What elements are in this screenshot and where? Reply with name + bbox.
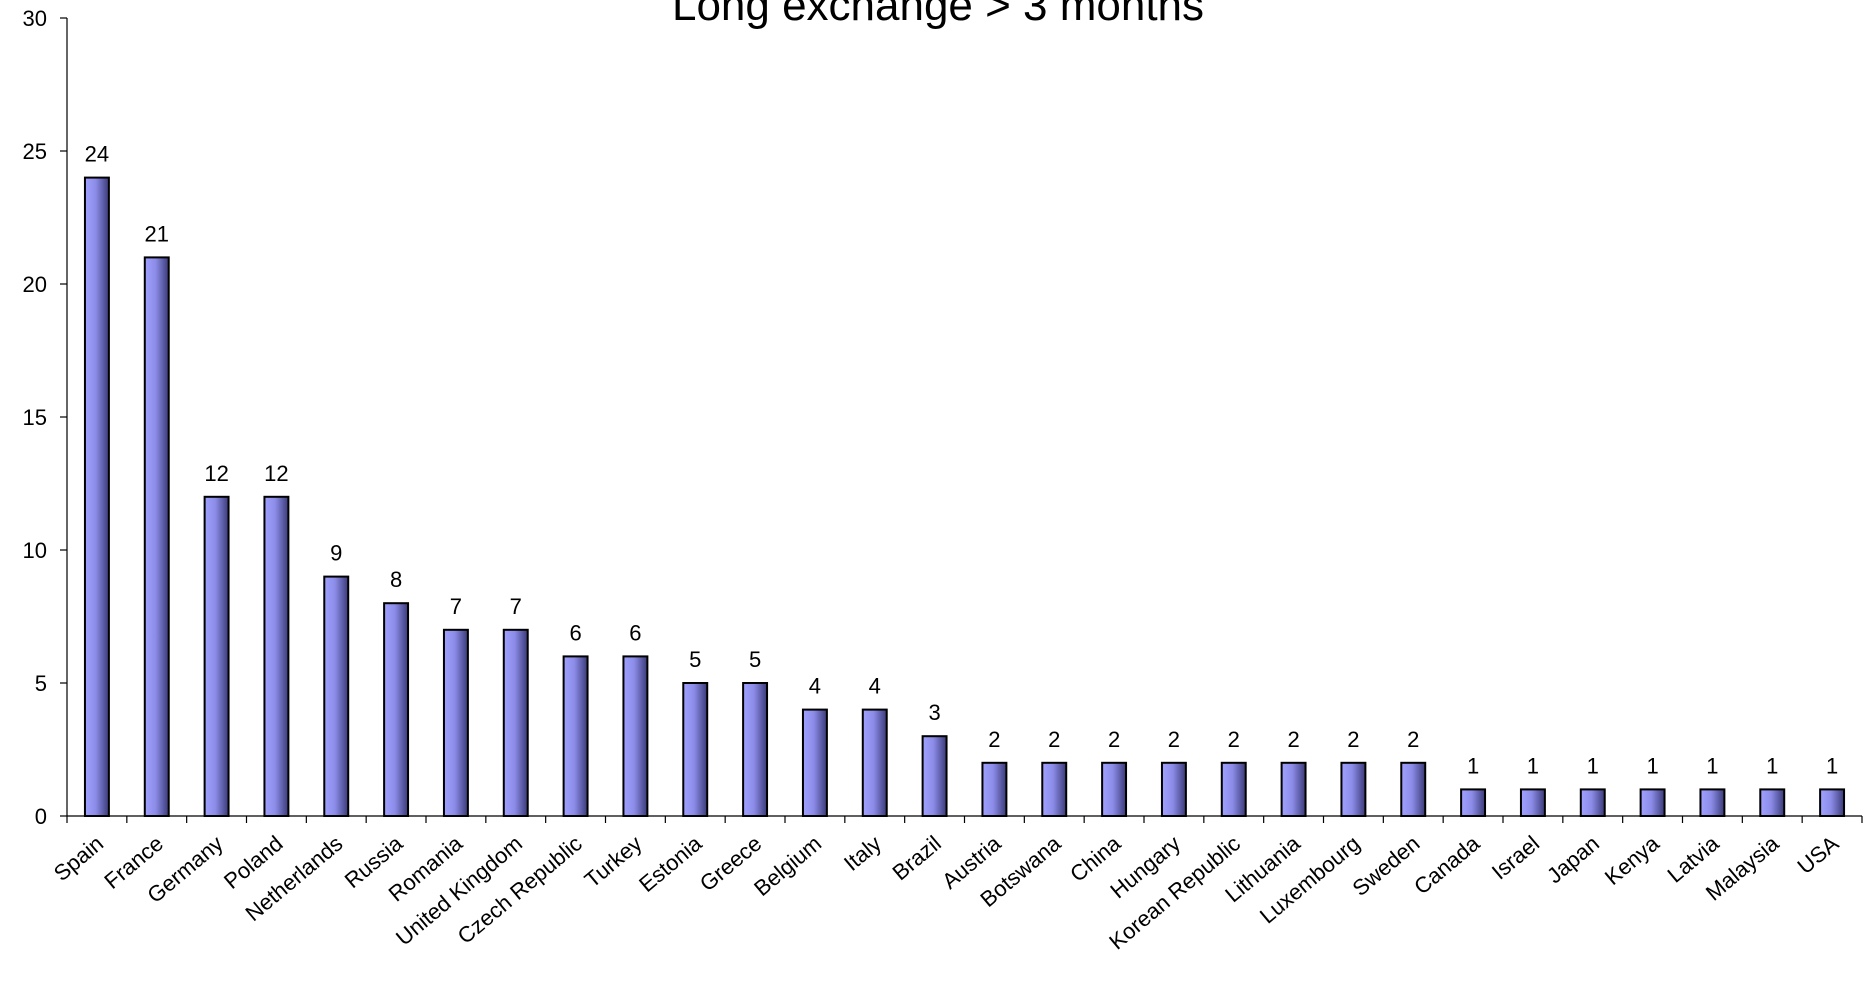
bar [742,682,769,817]
bar [1519,788,1546,818]
data-label: 3 [928,700,940,725]
x-tick-label: Spain [49,831,108,886]
data-label: 12 [204,461,228,486]
bar [801,708,828,817]
data-label: 1 [1826,753,1838,778]
bar [1101,761,1128,817]
data-label: 7 [510,594,522,619]
bar [1699,788,1726,818]
data-label: 4 [869,674,881,699]
bar [323,575,350,817]
y-tick-label: 5 [35,671,47,696]
bar [1819,788,1846,818]
bar [203,495,230,817]
y-tick-label: 30 [23,6,47,31]
bar [562,655,589,818]
data-label: 8 [390,567,402,592]
x-tick-label: Sweden [1347,831,1424,901]
data-label: 7 [450,594,462,619]
bar [502,628,529,817]
x-tick-label: Turkey [580,831,647,893]
bar [1340,761,1367,817]
data-label: 1 [1706,753,1718,778]
bar [921,735,948,818]
bar [1579,788,1606,818]
data-label: 5 [749,647,761,672]
y-tick-label: 0 [35,804,47,829]
bar [83,176,110,818]
x-tick-label: Estonia [634,830,707,897]
data-label: 2 [1168,727,1180,752]
data-label: 1 [1646,753,1658,778]
x-tick-label: Israel [1487,831,1544,885]
bars [83,176,1846,818]
y-tick-label: 25 [23,139,47,164]
bar [442,628,469,817]
data-label: 12 [264,461,288,486]
bar [1160,761,1187,817]
data-label: 1 [1467,753,1479,778]
bar [1759,788,1786,818]
bar [263,495,290,817]
bar [1280,761,1307,817]
chart-title: Long exchange > 3 months [672,0,1204,30]
bar [1041,761,1068,817]
data-label: 1 [1587,753,1599,778]
data-label: 2 [988,727,1000,752]
category-labels: SpainFranceGermanyPolandNetherlandsRussi… [49,830,1844,954]
bar [682,682,709,817]
y-tick-label: 20 [23,272,47,297]
data-label: 24 [85,142,109,167]
bar [1639,788,1666,818]
bar [1460,788,1487,818]
data-label: 2 [1407,727,1419,752]
bar [1400,761,1427,817]
x-tick-label: USA [1793,830,1844,878]
data-label: 5 [689,647,701,672]
data-label: 2 [1287,727,1299,752]
data-label: 1 [1527,753,1539,778]
bar [383,602,410,818]
data-label: 1 [1766,753,1778,778]
data-label: 2 [1048,727,1060,752]
bar [622,655,649,818]
bar [1220,761,1247,817]
bar [981,761,1008,817]
data-label: 2 [1108,727,1120,752]
data-label: 2 [1228,727,1240,752]
y-tick-label: 15 [23,405,47,430]
x-tick-label: Belgium [749,831,826,901]
x-tick-label: Brazil [888,831,946,886]
data-label: 9 [330,541,342,566]
data-label: 6 [569,620,581,645]
y-tick-label: 10 [23,538,47,563]
data-label: 4 [809,674,821,699]
bar [861,708,888,817]
data-label: 21 [145,221,169,246]
x-tick-label: Italy [839,831,886,876]
data-label: 2 [1347,727,1359,752]
bar [143,256,170,817]
x-tick-label: Canada [1409,830,1485,899]
x-tick-label: Japan [1542,831,1604,889]
data-label: 6 [629,620,641,645]
x-tick-label: Kenya [1600,830,1664,890]
